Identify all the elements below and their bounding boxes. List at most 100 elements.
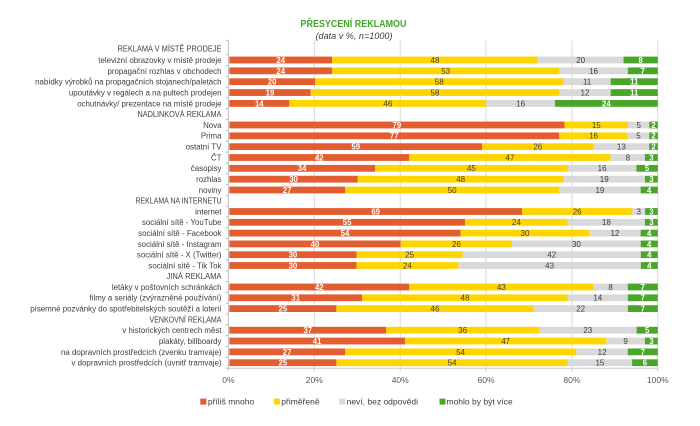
- svg-text:5: 5: [636, 132, 641, 141]
- svg-text:7: 7: [641, 294, 645, 303]
- svg-text:Prima: Prima: [201, 132, 222, 141]
- svg-text:26: 26: [452, 240, 461, 249]
- svg-text:ČT: ČT: [211, 153, 222, 162]
- svg-text:Nova: Nova: [203, 121, 222, 130]
- svg-text:JINÁ REKLAMA: JINÁ REKLAMA: [167, 272, 223, 281]
- svg-text:2: 2: [651, 132, 656, 141]
- svg-text:79: 79: [393, 121, 402, 130]
- svg-text:59: 59: [351, 143, 360, 152]
- svg-text:40: 40: [311, 240, 320, 249]
- svg-text:neví, bez odpovědi: neví, bez odpovědi: [347, 397, 418, 407]
- svg-text:27: 27: [283, 348, 292, 357]
- svg-text:7: 7: [641, 283, 645, 292]
- svg-text:12: 12: [598, 348, 607, 357]
- svg-text:5: 5: [645, 164, 650, 173]
- svg-text:11: 11: [630, 78, 639, 87]
- svg-text:27: 27: [283, 186, 292, 195]
- svg-text:filmy a seriály (zvýrazněné po: filmy a seriály (zvýrazněné používání): [90, 294, 222, 303]
- svg-text:19: 19: [266, 88, 275, 97]
- svg-text:plakáty, billboardy: plakáty, billboardy: [159, 337, 222, 346]
- svg-text:20%: 20%: [306, 375, 323, 385]
- svg-text:50: 50: [448, 186, 457, 195]
- svg-text:40%: 40%: [392, 375, 409, 385]
- svg-text:24: 24: [276, 56, 285, 65]
- svg-text:54: 54: [448, 359, 457, 368]
- svg-text:42: 42: [315, 283, 324, 292]
- svg-text:9: 9: [623, 337, 628, 346]
- svg-text:54: 54: [341, 229, 350, 238]
- svg-text:propagační rozhlas v obchodech: propagační rozhlas v obchodech: [107, 67, 221, 76]
- svg-text:31: 31: [291, 294, 300, 303]
- svg-text:16: 16: [598, 164, 607, 173]
- svg-text:19: 19: [595, 186, 604, 195]
- svg-text:18: 18: [602, 218, 611, 227]
- svg-text:20: 20: [268, 78, 277, 87]
- svg-text:ostatní TV: ostatní TV: [186, 143, 223, 152]
- svg-text:11: 11: [630, 88, 639, 97]
- svg-text:54: 54: [456, 348, 465, 357]
- svg-text:sociální sítě - Instagram: sociální sítě - Instagram: [138, 240, 222, 249]
- svg-text:REKLAMA V MÍSTĚ PRODEJE: REKLAMA V MÍSTĚ PRODEJE: [118, 45, 222, 54]
- svg-text:4: 4: [647, 240, 652, 249]
- svg-text:v historických centrech měst: v historických centrech měst: [122, 326, 222, 335]
- svg-text:30: 30: [521, 229, 530, 238]
- svg-text:80%: 80%: [563, 375, 580, 385]
- svg-text:REKLAMA NA INTERNETU: REKLAMA NA INTERNETU: [136, 197, 222, 206]
- svg-text:3: 3: [649, 153, 654, 162]
- svg-text:37: 37: [303, 326, 312, 335]
- svg-text:přiměřeně: přiměřeně: [281, 397, 320, 407]
- svg-text:42: 42: [547, 251, 556, 260]
- svg-text:24: 24: [602, 99, 611, 108]
- svg-text:8: 8: [626, 153, 631, 162]
- svg-text:11: 11: [583, 78, 592, 87]
- svg-text:(data v %, n=1000): (data v %, n=1000): [316, 31, 393, 41]
- svg-text:televizní obrazovky v místě pr: televizní obrazovky v místě prodeje: [98, 56, 222, 65]
- svg-text:5: 5: [636, 121, 641, 130]
- svg-text:příliš mnoho: příliš mnoho: [208, 397, 255, 407]
- svg-text:4: 4: [647, 229, 652, 238]
- svg-text:30: 30: [572, 240, 581, 249]
- svg-text:30: 30: [289, 261, 298, 270]
- svg-text:24: 24: [276, 67, 285, 76]
- svg-text:24: 24: [403, 261, 412, 270]
- svg-text:13: 13: [617, 143, 626, 152]
- svg-text:8: 8: [638, 56, 643, 65]
- svg-text:30: 30: [289, 251, 298, 260]
- svg-text:15: 15: [592, 121, 601, 130]
- svg-text:53: 53: [441, 67, 450, 76]
- svg-text:3: 3: [636, 207, 641, 216]
- svg-text:v dopravních prostředcích (uvn: v dopravních prostředcích (uvnitř tramva…: [72, 359, 222, 368]
- svg-text:upoutávky v regálech a na pult: upoutávky v regálech a na pultech prodej…: [69, 88, 222, 97]
- svg-text:ochutnávky/ prezentace na míst: ochutnávky/ prezentace na místě prodeje: [77, 99, 222, 108]
- svg-text:letáky v poštovních schránkách: letáky v poštovních schránkách: [112, 283, 222, 292]
- svg-text:55: 55: [343, 218, 352, 227]
- svg-text:sociální sítě - YouTube: sociální sítě - YouTube: [142, 218, 222, 227]
- svg-text:7: 7: [641, 348, 645, 357]
- svg-text:14: 14: [255, 99, 264, 108]
- svg-text:25: 25: [279, 305, 288, 314]
- svg-text:25: 25: [279, 359, 288, 368]
- svg-text:46: 46: [431, 305, 440, 314]
- svg-text:48: 48: [461, 294, 470, 303]
- svg-text:3: 3: [649, 218, 654, 227]
- svg-text:0%: 0%: [222, 375, 235, 385]
- svg-text:sociální sítě - Tik Tok: sociální sítě - Tik Tok: [148, 261, 221, 270]
- svg-text:100%: 100%: [647, 375, 669, 385]
- svg-text:15: 15: [595, 359, 604, 368]
- svg-text:7: 7: [641, 305, 645, 314]
- svg-text:3: 3: [649, 337, 654, 346]
- svg-text:2: 2: [651, 121, 656, 130]
- svg-text:25: 25: [405, 251, 414, 260]
- svg-text:19: 19: [600, 175, 609, 184]
- svg-text:mohlo by být více: mohlo by být více: [447, 397, 513, 407]
- svg-text:12: 12: [581, 88, 590, 97]
- svg-text:48: 48: [431, 56, 440, 65]
- svg-text:47: 47: [501, 337, 510, 346]
- svg-text:60%: 60%: [477, 375, 494, 385]
- svg-text:69: 69: [371, 207, 380, 216]
- svg-text:nabídky výrobků na propagačníc: nabídky výrobků na propagačních stojanec…: [35, 78, 221, 87]
- svg-text:48: 48: [456, 175, 465, 184]
- svg-text:2: 2: [651, 143, 656, 152]
- svg-text:30: 30: [289, 175, 298, 184]
- svg-text:24: 24: [512, 218, 521, 227]
